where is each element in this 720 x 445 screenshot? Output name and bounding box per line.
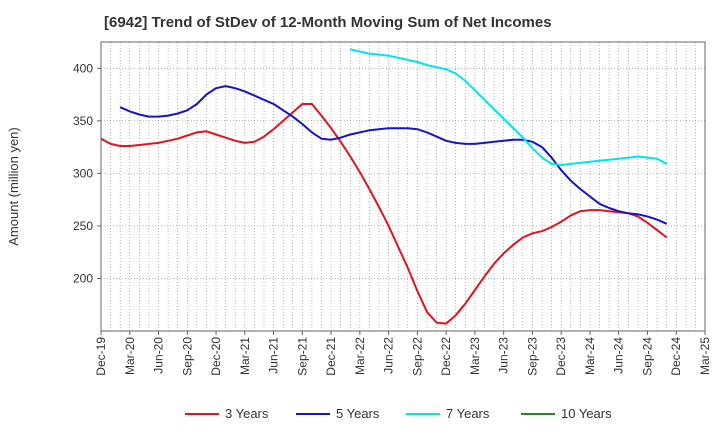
y-tick-label: 400 — [73, 61, 93, 75]
y-tick-label: 250 — [73, 219, 93, 233]
x-tick-label: Dec-22 — [439, 337, 453, 376]
grid-lines — [101, 42, 705, 331]
plot-frame — [100, 41, 706, 332]
x-tick-label: Dec-19 — [94, 337, 108, 376]
x-tick-label: Jun-23 — [497, 337, 511, 374]
x-tick-label: Dec-24 — [669, 337, 683, 376]
x-tick-label: Mar-21 — [238, 337, 252, 375]
x-tick-label: Jun-21 — [267, 337, 281, 374]
chart-title: [6942] Trend of StDev of 12-Month Moving… — [104, 14, 552, 31]
x-tick-label: Sep-24 — [640, 337, 654, 376]
x-tick-label: Jun-24 — [612, 337, 626, 374]
x-tick-label: Jun-20 — [152, 337, 166, 374]
x-tick-label: Mar-20 — [123, 337, 137, 375]
x-tick-label: Jun-22 — [382, 337, 396, 374]
x-tick-label: Dec-21 — [324, 337, 338, 376]
x-tick-label: Sep-21 — [295, 337, 309, 376]
x-tick-label: Dec-20 — [209, 337, 223, 376]
x-tick-label: Sep-23 — [525, 337, 539, 376]
legend-label: 10 Years — [561, 406, 612, 421]
legend-label: 3 Years — [225, 406, 269, 421]
x-tick-label: Dec-23 — [554, 337, 568, 376]
x-tick-label: Sep-22 — [410, 337, 424, 376]
legend-label: 7 Years — [446, 406, 490, 421]
series-line-5-years — [119, 85, 668, 225]
series-line-3-years — [101, 103, 668, 325]
series-line-7-years — [350, 48, 668, 166]
y-tick-label: 350 — [73, 114, 93, 128]
legend-label: 5 Years — [336, 406, 380, 421]
x-tick-label: Mar-25 — [698, 337, 712, 375]
y-tick-label: 300 — [73, 166, 93, 180]
y-tick-label: 200 — [73, 271, 93, 285]
y-axis-label: Amount (million yen) — [6, 127, 21, 246]
x-tick-label: Sep-20 — [180, 337, 194, 376]
x-tick-label: Mar-22 — [353, 337, 367, 375]
x-tick-label: Mar-24 — [583, 337, 597, 375]
x-tick-label: Mar-23 — [468, 337, 482, 375]
